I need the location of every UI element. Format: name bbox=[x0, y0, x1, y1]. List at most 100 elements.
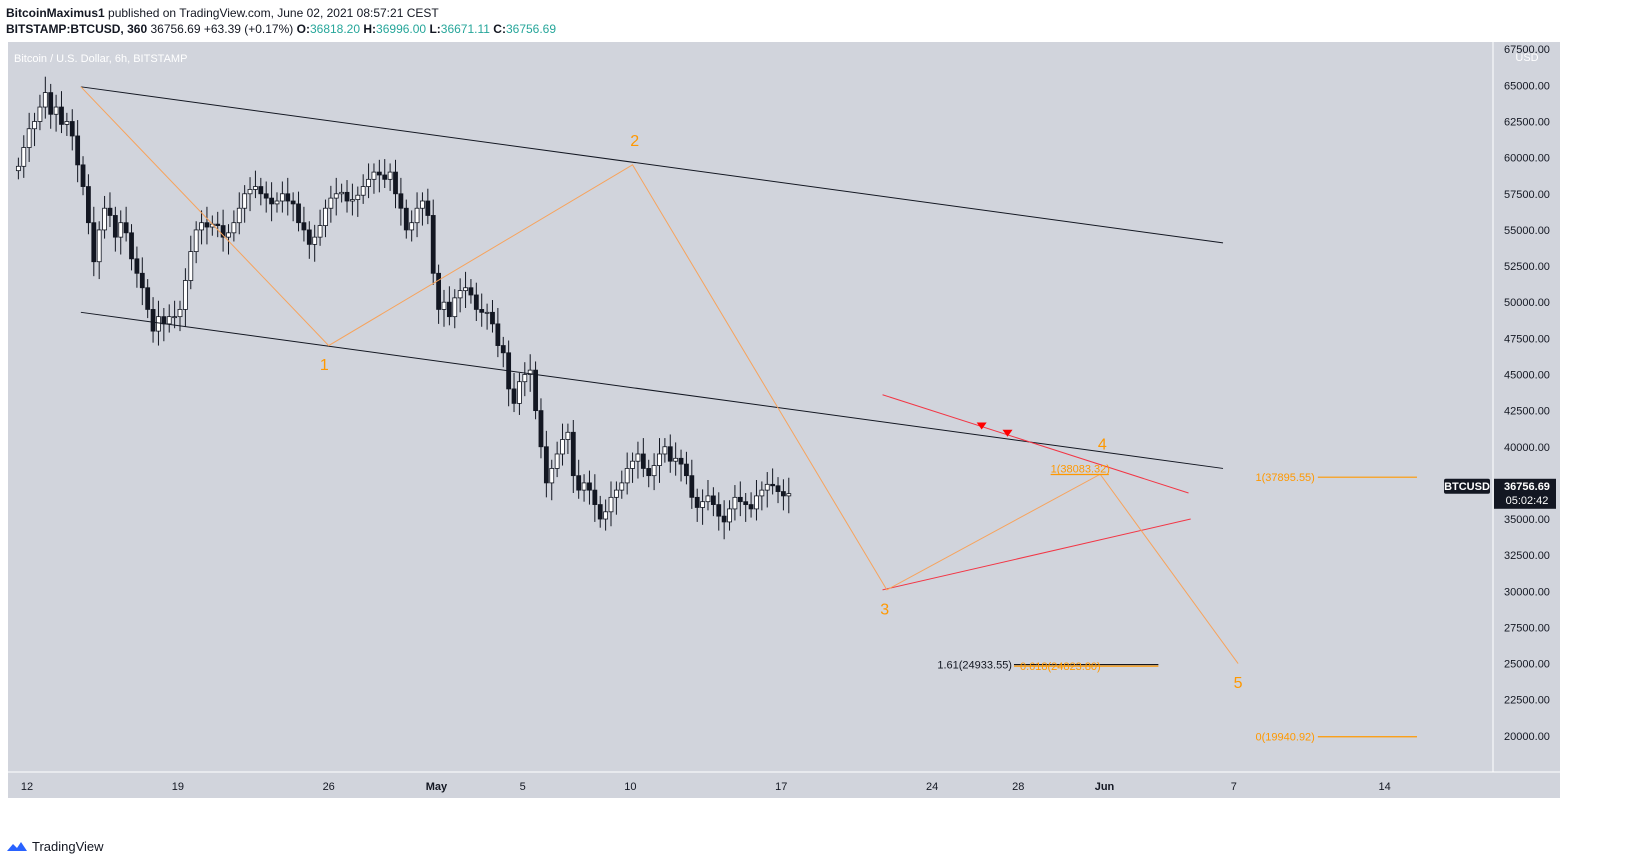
candle-body bbox=[721, 515, 727, 523]
candle-body bbox=[517, 381, 522, 404]
candle-body bbox=[759, 489, 765, 497]
plot-area[interactable] bbox=[8, 42, 1493, 772]
candle-body bbox=[53, 106, 59, 115]
candle-body bbox=[689, 475, 695, 498]
candle-body bbox=[150, 309, 156, 332]
last-price-badge bbox=[1494, 478, 1556, 509]
candle-body bbox=[21, 147, 27, 167]
wave-label-3: 3 bbox=[880, 601, 889, 618]
time-tick-label: 24 bbox=[926, 781, 938, 793]
candle-body bbox=[393, 171, 398, 195]
candle-body bbox=[102, 207, 107, 231]
candle-body bbox=[727, 508, 732, 523]
candle-body bbox=[409, 222, 415, 231]
candle-body bbox=[490, 311, 495, 325]
candle-body bbox=[710, 495, 716, 505]
open-label: O: bbox=[296, 22, 310, 36]
price-tick-label: 45000.00 bbox=[1504, 369, 1550, 381]
candle-body bbox=[387, 171, 393, 180]
candle-body bbox=[236, 207, 242, 224]
candle-body bbox=[274, 200, 280, 205]
candle-body bbox=[592, 489, 598, 505]
candle-body bbox=[290, 200, 296, 205]
candle-body bbox=[538, 410, 544, 448]
candle-body bbox=[533, 369, 538, 412]
close-label: C: bbox=[493, 22, 506, 36]
candle-body bbox=[220, 225, 226, 238]
candle-body bbox=[226, 232, 231, 238]
price-axis[interactable] bbox=[1493, 42, 1560, 772]
candle-body bbox=[560, 439, 565, 455]
candle-body bbox=[188, 251, 194, 281]
candle-body bbox=[414, 207, 420, 224]
published-text: published on TradingView.com, June 02, 2… bbox=[104, 6, 439, 20]
author-name[interactable]: BitcoinMaximus1 bbox=[6, 6, 105, 20]
price-tick-label: 67500.00 bbox=[1504, 44, 1550, 56]
candle-body bbox=[269, 197, 274, 205]
fib-0618-label: 0.618(24823.80) bbox=[1020, 661, 1101, 673]
time-tick-label: Jun bbox=[1095, 781, 1115, 793]
candle-body bbox=[306, 229, 312, 245]
candle-body bbox=[96, 229, 102, 263]
candle-body bbox=[565, 431, 571, 440]
candle-body bbox=[86, 186, 91, 224]
price-value: 36756.69 bbox=[150, 22, 201, 36]
candle-body bbox=[366, 178, 371, 187]
candle-body bbox=[743, 501, 749, 505]
candle-body bbox=[26, 128, 32, 148]
candle-body bbox=[42, 92, 48, 108]
candle-body bbox=[678, 457, 684, 465]
candle-body bbox=[468, 287, 474, 296]
candle-body bbox=[667, 446, 673, 462]
wave-label-1: 1 bbox=[320, 357, 329, 374]
candle-body bbox=[420, 200, 425, 209]
price-tick-label: 20000.00 bbox=[1504, 731, 1550, 743]
price-tick-label: 57500.00 bbox=[1504, 189, 1550, 201]
candle-body bbox=[64, 121, 70, 125]
candle-body bbox=[576, 475, 582, 491]
time-tick-label: 19 bbox=[172, 781, 184, 793]
candle-body bbox=[587, 482, 592, 491]
candle-body bbox=[463, 287, 468, 292]
candle-body bbox=[781, 491, 786, 497]
candle-body bbox=[619, 482, 625, 491]
candle-body bbox=[166, 316, 172, 325]
candle-body bbox=[603, 511, 609, 520]
time-tick-label: 10 bbox=[624, 781, 636, 793]
candle-body bbox=[684, 463, 689, 477]
candle-body bbox=[123, 222, 129, 234]
candle-body bbox=[80, 164, 86, 187]
candle-body bbox=[624, 468, 630, 484]
time-axis[interactable] bbox=[8, 772, 1560, 798]
channel-upper bbox=[80, 86, 1224, 244]
candle-body bbox=[199, 222, 204, 231]
candle-body bbox=[446, 301, 452, 318]
price-tick-label: 25000.00 bbox=[1504, 659, 1550, 671]
candle-body bbox=[549, 468, 555, 484]
candle-body bbox=[376, 171, 382, 176]
drawing-tools: 1 2 3 4 5 1(38083.32) 1(37895.55) 1.61(24933.55… bbox=[80, 86, 1417, 744]
candle-body bbox=[452, 297, 458, 318]
price-tick-label: 47500.00 bbox=[1504, 333, 1550, 345]
wave-label-4: 4 bbox=[1098, 437, 1107, 454]
price-tick-label: 42500.00 bbox=[1504, 406, 1550, 418]
candle-body bbox=[139, 272, 145, 289]
price-tick-label: 52500.00 bbox=[1504, 261, 1550, 273]
candle-body bbox=[37, 106, 43, 122]
candle-body bbox=[608, 496, 614, 513]
footer-brand[interactable]: TradingView bbox=[6, 839, 104, 854]
candle-body bbox=[339, 191, 345, 195]
candle-body bbox=[161, 316, 167, 325]
time-tick-label: 14 bbox=[1379, 781, 1391, 793]
candle-body bbox=[177, 309, 183, 318]
candle-body bbox=[646, 468, 652, 477]
candle-body bbox=[182, 280, 188, 310]
candle-body bbox=[786, 493, 792, 497]
candle-body bbox=[296, 203, 301, 224]
high-label: H: bbox=[363, 22, 377, 36]
candle-body bbox=[527, 369, 533, 375]
candle-body bbox=[172, 316, 178, 319]
candle-body bbox=[279, 193, 285, 202]
candle-body bbox=[764, 483, 770, 491]
